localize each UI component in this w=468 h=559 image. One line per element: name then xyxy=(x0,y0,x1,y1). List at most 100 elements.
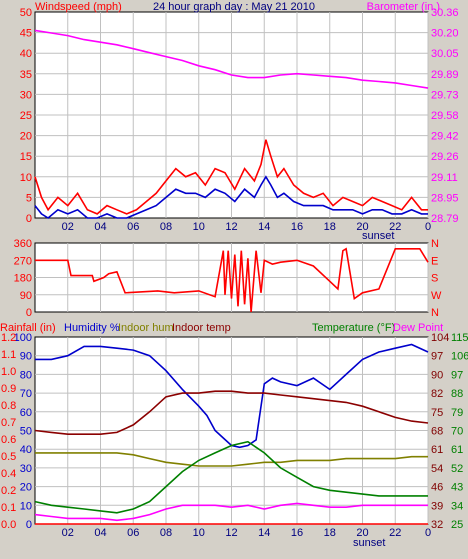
left-tick-label: 50 xyxy=(20,7,32,19)
x-tick-label: 18 xyxy=(324,527,336,539)
left-tick-label: 40 xyxy=(20,48,32,60)
right-tick-label: 29.89 xyxy=(431,69,459,81)
rain-tick-label: 0.8 xyxy=(1,400,16,412)
right-tick-label: 29.11 xyxy=(431,172,458,184)
right-tick-label: 30.20 xyxy=(431,28,459,40)
rain-tick-label: 0.1 xyxy=(1,502,16,514)
left-tick-label: 30 xyxy=(20,89,32,101)
right-tick-label: 70 xyxy=(451,426,463,438)
left-tick-label: 0 xyxy=(26,519,32,531)
right-tick-label: 54 xyxy=(431,463,443,475)
right-tick-label: 34 xyxy=(451,500,463,512)
panel-climate-ticks: 02 04 06 08 10 12 14 16 18 20 22 0 0 10 20 30 40 50 60 70 80… xyxy=(1,332,468,539)
x-tick-label: 06 xyxy=(127,527,139,539)
left-tick-label: 40 xyxy=(20,444,32,456)
right-tick-label: 39 xyxy=(431,500,443,512)
series-line xyxy=(34,139,428,215)
x-tick-label: 16 xyxy=(291,221,303,233)
humidity-axis-label: Humidity % xyxy=(64,322,120,334)
x-tick-label: 08 xyxy=(160,221,172,233)
x-tick-label: 20 xyxy=(356,221,368,233)
x-tick-label: 12 xyxy=(225,527,237,539)
panel-direction-grid xyxy=(35,243,429,312)
left-tick-label: 270 xyxy=(14,255,32,267)
right-tick-label: 29.73 xyxy=(431,89,459,101)
rain-tick-label: 0.5 xyxy=(1,451,16,463)
windspeed-axis-label: Windspeed (mph) xyxy=(35,1,122,13)
right-tick-label: 43 xyxy=(451,482,463,494)
indoor-humidity-label: Indoor hum xyxy=(118,322,174,334)
right-tick-label: 90 xyxy=(431,369,443,381)
panel-climate-series xyxy=(34,343,429,525)
panel-wind-grid xyxy=(35,12,429,218)
x-tick-label: 10 xyxy=(193,221,205,233)
right-tick-label: N xyxy=(431,238,439,250)
panel-wind-sunset-marker: sunset xyxy=(362,230,394,242)
right-tick-label: 46 xyxy=(431,482,443,494)
rain-tick-label: 0.4 xyxy=(1,468,16,480)
indoor-temp-label: Indoor temp xyxy=(172,322,231,334)
series-line xyxy=(34,175,428,219)
left-tick-label: 10 xyxy=(20,172,32,184)
left-tick-label: 180 xyxy=(14,273,32,285)
right-tick-label: E xyxy=(431,255,438,267)
right-tick-label: 61 xyxy=(431,444,443,456)
left-tick-label: 90 xyxy=(20,351,32,363)
right-tick-label: 30.05 xyxy=(431,48,459,60)
left-tick-label: 360 xyxy=(14,238,32,250)
rainfall-axis-label: Rainfall (in) xyxy=(0,322,56,334)
rain-tick-label: 0.6 xyxy=(1,434,16,446)
panel-climate-grid xyxy=(35,337,429,524)
x-tick-label: 22 xyxy=(389,527,401,539)
x-tick-label: 08 xyxy=(160,527,172,539)
left-tick-label: 20 xyxy=(20,131,32,143)
panel-climate-sunset-marker: sunset xyxy=(353,537,385,549)
x-tick-label: 04 xyxy=(94,527,106,539)
left-tick-label: 70 xyxy=(20,388,32,400)
left-tick-label: 5 xyxy=(26,192,32,204)
right-tick-label: 61 xyxy=(451,444,463,456)
right-tick-label: 25 xyxy=(451,519,463,531)
left-tick-label: 15 xyxy=(20,151,32,163)
x-tick-label: 02 xyxy=(62,527,74,539)
left-tick-label: 45 xyxy=(20,28,32,40)
left-tick-label: 60 xyxy=(20,407,32,419)
right-tick-label: N xyxy=(431,307,439,319)
right-tick-label: 82 xyxy=(431,388,443,400)
x-tick-label: 10 xyxy=(193,527,205,539)
right-tick-label: 52 xyxy=(451,463,463,475)
left-tick-label: 10 xyxy=(20,500,32,512)
panel-direction-series xyxy=(35,247,429,313)
x-tick-label: 12 xyxy=(225,221,237,233)
right-tick-label: W xyxy=(431,290,442,302)
right-tick-label: 29.42 xyxy=(431,131,459,143)
right-tick-label: 97 xyxy=(451,369,463,381)
rain-tick-label: 0.0 xyxy=(1,519,16,531)
panel-wind-series xyxy=(34,29,429,219)
left-tick-label: 0 xyxy=(26,213,32,225)
right-tick-label: 28.95 xyxy=(431,192,459,204)
x-tick-label: 18 xyxy=(324,221,336,233)
temperature-axis-label: Temperature (°F) xyxy=(312,322,395,334)
x-tick-label: 0 xyxy=(425,221,431,233)
right-tick-label: 68 xyxy=(431,426,443,438)
left-tick-label: 100 xyxy=(14,332,32,344)
series-line xyxy=(34,502,428,522)
series-line xyxy=(35,452,428,467)
chart-title: 24 hour graph day : May 21 2010 xyxy=(153,1,315,13)
x-tick-label: 04 xyxy=(94,221,106,233)
left-tick-label: 0 xyxy=(26,307,32,319)
x-tick-label: 14 xyxy=(258,527,270,539)
x-tick-label: 02 xyxy=(62,221,74,233)
left-tick-label: 35 xyxy=(20,69,32,81)
x-tick-label: 20 xyxy=(356,527,368,539)
rain-tick-label: 1.1 xyxy=(1,349,16,361)
series-line xyxy=(35,247,429,313)
right-tick-label: 97 xyxy=(431,351,443,363)
right-tick-label: 106 xyxy=(451,351,468,363)
left-tick-label: 50 xyxy=(20,426,32,438)
x-tick-label: 16 xyxy=(291,527,303,539)
right-tick-label: 28.79 xyxy=(431,213,459,225)
